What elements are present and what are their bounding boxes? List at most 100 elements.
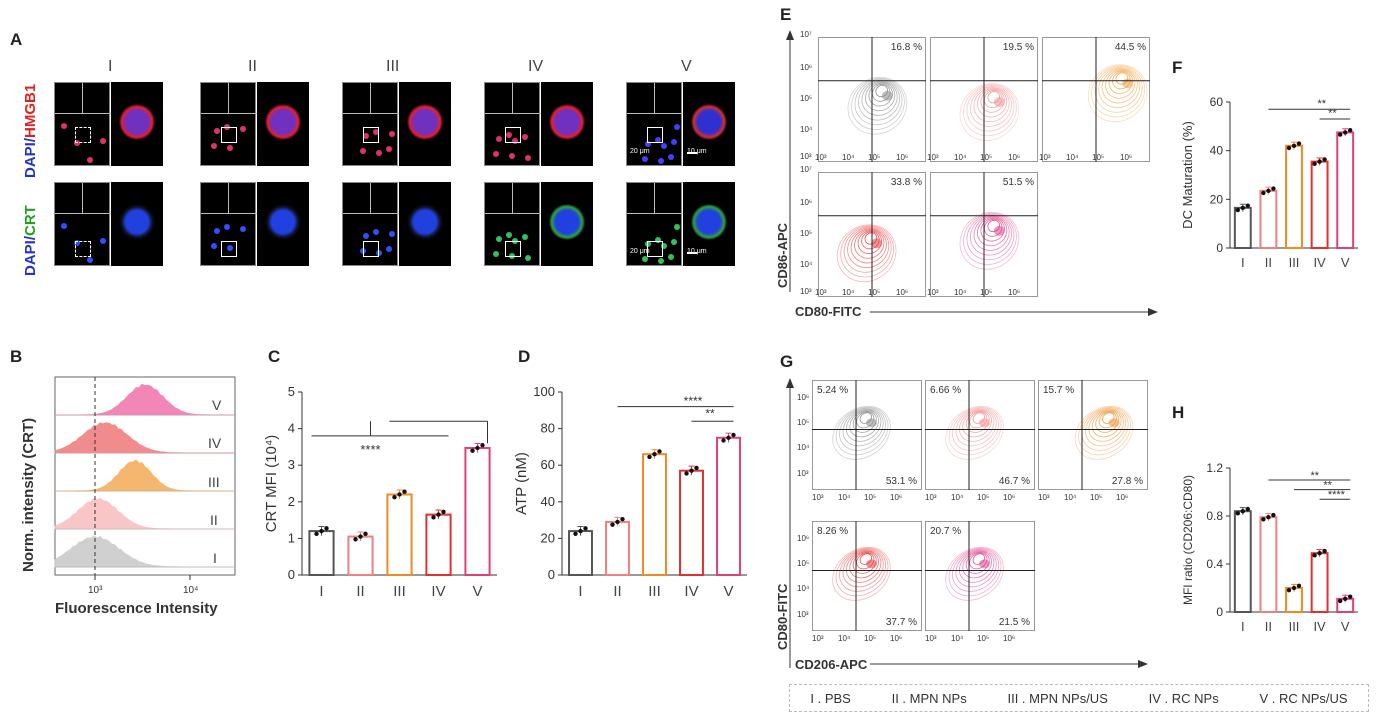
- bar: [1310, 160, 1329, 249]
- micrograph-overview: [54, 182, 111, 266]
- contour-line: [840, 225, 894, 278]
- panel-label-e: E: [780, 5, 792, 24]
- significance-label: ****: [1328, 489, 1346, 501]
- cell-zoom: [119, 104, 155, 140]
- data-point: [1271, 512, 1276, 518]
- contour-core: [866, 559, 877, 569]
- cell-dot: [386, 246, 392, 252]
- contour-line: [1087, 64, 1148, 123]
- contour-line: [1094, 66, 1143, 113]
- zoom-box: [75, 127, 91, 143]
- contour-line: [851, 77, 905, 130]
- bar: [347, 535, 374, 577]
- flow-g-xtick: 10⁶: [890, 493, 903, 502]
- flow-g-xtick: 10⁵: [864, 493, 877, 502]
- data-point: [1245, 203, 1250, 208]
- contour-line: [948, 547, 1002, 597]
- data-point: [583, 526, 588, 531]
- flow-e-ytick: 10⁴: [800, 125, 813, 134]
- x-tick-label: V: [1341, 619, 1350, 634]
- histogram-chart: 10³ 10⁴ V IV III II I: [54, 376, 236, 596]
- divider: [201, 113, 257, 114]
- cell-dot: [655, 137, 661, 143]
- flow-e-xtick: 10⁵: [868, 153, 881, 162]
- data-point: [441, 509, 446, 515]
- quadrant-percent: 16.8 %: [891, 42, 922, 53]
- micrograph-overview: [484, 82, 541, 166]
- group-legend: I . PBS II . MPN NPs III . MPN NPs/US IV…: [789, 684, 1369, 712]
- cell-zoom: [407, 204, 443, 240]
- contour-line: [854, 78, 903, 126]
- x-tick-label: IV: [684, 583, 698, 600]
- bar: [1285, 144, 1303, 249]
- data-point: [1312, 553, 1317, 558]
- flow-g-xtick: 10³: [925, 634, 937, 643]
- cell-dot: [87, 257, 93, 263]
- contour-line: [962, 550, 993, 579]
- flow-e-xtick: 10⁵: [980, 153, 993, 162]
- flow-e-xtick: 10⁶: [1008, 153, 1021, 162]
- zoom-box: [221, 127, 237, 143]
- flow-g-xtick: 10⁶: [1116, 493, 1129, 502]
- flow-plot-g: 5.24 % 53.1 %: [812, 380, 922, 490]
- micrograph-overview: [54, 82, 111, 166]
- divider: [485, 213, 541, 214]
- cell-dot: [61, 223, 67, 229]
- flow-e-xtick: 10³: [815, 153, 827, 162]
- data-point: [684, 471, 689, 476]
- cell-dot: [363, 233, 369, 239]
- quadrant-percent: 53.1 %: [886, 476, 917, 487]
- data-point: [1271, 186, 1276, 191]
- data-point: [731, 432, 736, 438]
- contour-line: [847, 76, 908, 135]
- contour-line: [842, 408, 884, 447]
- data-point: [363, 531, 368, 537]
- contour-line: [955, 408, 997, 447]
- divider: [512, 83, 513, 113]
- legend-item-i: I . PBS: [810, 690, 851, 706]
- data-point: [1322, 157, 1327, 162]
- cell-zoom: [407, 104, 443, 140]
- data-point: [610, 522, 615, 527]
- contour-core: [994, 225, 1005, 236]
- flow-plot-e: 44.5 %: [1042, 37, 1150, 162]
- contour-line: [958, 550, 995, 583]
- bar: [605, 520, 630, 576]
- contour-line: [832, 405, 891, 460]
- cell-dot: [214, 128, 220, 134]
- plot-frame: [812, 380, 922, 490]
- data-point: [578, 528, 583, 534]
- contour-line: [850, 228, 887, 264]
- flow-g-ytick: 10⁵: [797, 418, 810, 427]
- contour-line: [1081, 407, 1129, 451]
- contour-line: [861, 80, 898, 116]
- y-tick-label: 5: [288, 384, 295, 399]
- hist-label-i: I: [213, 550, 217, 566]
- flow-g-xlabel: CD206-APC: [795, 657, 868, 672]
- contour-line: [836, 224, 897, 283]
- data-point: [324, 526, 329, 531]
- data-point: [620, 516, 625, 522]
- legend-item-iii: III . MPN NPs/US: [1007, 690, 1108, 706]
- bar: [1310, 552, 1329, 613]
- contour-line: [959, 211, 1020, 270]
- data-point: [1235, 207, 1240, 213]
- data-point: [319, 528, 324, 534]
- bar: [1259, 516, 1278, 613]
- significance-label: **: [1328, 108, 1337, 120]
- bar: [308, 530, 335, 576]
- contour-core: [994, 97, 1005, 107]
- contour-line: [1101, 68, 1138, 104]
- data-point: [358, 534, 363, 539]
- divider: [228, 183, 229, 213]
- contour-core: [979, 418, 990, 428]
- histogram-curve: [55, 383, 235, 416]
- cell-dot: [512, 138, 518, 144]
- contour-line: [847, 227, 890, 269]
- significance-label: **: [1318, 98, 1327, 110]
- contour-line: [845, 550, 882, 583]
- data-point: [1245, 506, 1250, 512]
- x-tick-label: IV: [1313, 619, 1326, 634]
